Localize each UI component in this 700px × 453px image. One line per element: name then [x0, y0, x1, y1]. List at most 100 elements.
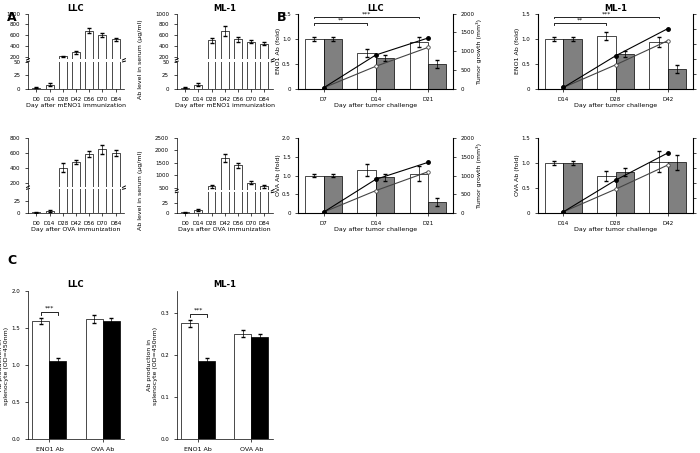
Bar — [545, 163, 564, 213]
Bar — [247, 0, 255, 213]
Bar — [207, 40, 216, 67]
Bar — [597, 36, 615, 89]
Bar — [323, 39, 342, 89]
Bar — [99, 0, 106, 89]
Bar — [428, 64, 446, 89]
Bar — [597, 176, 615, 213]
Bar — [410, 42, 428, 89]
Bar — [545, 39, 564, 89]
Text: C: C — [7, 254, 16, 267]
Bar — [668, 69, 686, 89]
Bar — [234, 39, 242, 67]
Text: A: A — [7, 11, 17, 24]
Bar — [234, 0, 242, 213]
Bar — [668, 162, 686, 213]
Bar — [59, 168, 66, 198]
Y-axis label: Ab production in
splenocyte (OD=450nm): Ab production in splenocyte (OD=450nm) — [0, 327, 9, 405]
Bar — [99, 0, 106, 213]
Text: ***: *** — [193, 308, 203, 313]
Bar — [59, 0, 66, 89]
Bar — [207, 187, 216, 200]
Bar — [615, 172, 634, 213]
Bar — [564, 163, 582, 213]
X-axis label: Day after tumor challenge: Day after tumor challenge — [334, 227, 417, 232]
Y-axis label: ENO1 Ab (fold): ENO1 Ab (fold) — [276, 28, 281, 74]
Bar — [260, 44, 268, 67]
Bar — [195, 85, 202, 89]
X-axis label: Day after OVA immunization: Day after OVA immunization — [32, 227, 120, 232]
Bar — [198, 361, 215, 439]
Y-axis label: Tumor growth (mm³): Tumor growth (mm³) — [476, 19, 482, 84]
Bar — [251, 337, 268, 439]
Text: ***: *** — [362, 11, 371, 16]
Bar — [85, 31, 93, 67]
Bar — [72, 53, 80, 67]
Bar — [376, 178, 394, 213]
Title: ML-1: ML-1 — [214, 280, 236, 289]
Bar — [59, 56, 66, 67]
Y-axis label: Ab production in
splenocyte (OD=450nm): Ab production in splenocyte (OD=450nm) — [147, 327, 158, 405]
Bar — [305, 176, 323, 213]
Bar — [72, 0, 80, 213]
Y-axis label: Ab level in serum (μg/ml): Ab level in serum (μg/ml) — [138, 19, 144, 99]
X-axis label: Day after mENO1 immunization: Day after mENO1 immunization — [175, 103, 274, 108]
Bar — [112, 0, 120, 89]
Bar — [46, 85, 53, 89]
Bar — [247, 183, 255, 200]
Text: **: ** — [337, 18, 344, 23]
Bar — [323, 176, 342, 213]
Text: B: B — [276, 11, 286, 24]
Bar — [428, 202, 446, 213]
Title: LLC: LLC — [368, 4, 384, 13]
Bar — [207, 0, 216, 89]
X-axis label: Days after OVA immunization: Days after OVA immunization — [178, 227, 271, 232]
Bar — [50, 361, 66, 439]
Bar — [85, 154, 93, 198]
Bar — [85, 0, 93, 213]
X-axis label: Day after tumor challenge: Day after tumor challenge — [334, 103, 417, 108]
Bar — [99, 35, 106, 67]
Bar — [260, 0, 268, 213]
Bar — [99, 149, 106, 198]
Title: LLC: LLC — [68, 4, 84, 13]
Bar — [220, 158, 229, 200]
Bar — [564, 39, 582, 89]
Bar — [112, 0, 120, 213]
Bar — [410, 173, 428, 213]
Bar — [650, 162, 668, 213]
Text: ***: *** — [45, 306, 54, 311]
Bar — [72, 162, 80, 198]
Bar — [247, 42, 255, 67]
Title: ML-1: ML-1 — [214, 4, 236, 13]
Bar — [234, 165, 242, 200]
Y-axis label: Tumor growth (mm³): Tumor growth (mm³) — [476, 143, 482, 208]
Bar — [220, 0, 229, 89]
Bar — [112, 153, 120, 198]
Bar — [247, 0, 255, 89]
Title: LLC: LLC — [68, 280, 84, 289]
Bar — [358, 170, 376, 213]
Bar — [181, 323, 198, 439]
X-axis label: Day after tumor challenge: Day after tumor challenge — [574, 227, 657, 232]
X-axis label: Day after tumor challenge: Day after tumor challenge — [574, 103, 657, 108]
Bar — [220, 0, 229, 213]
Bar — [46, 211, 53, 213]
Bar — [181, 212, 189, 213]
Bar — [59, 18, 66, 213]
Bar — [72, 0, 80, 89]
Y-axis label: OVA Ab (fold): OVA Ab (fold) — [276, 155, 281, 197]
Title: ML-1: ML-1 — [604, 4, 627, 13]
Bar — [181, 88, 189, 89]
Bar — [220, 31, 229, 67]
Bar — [112, 39, 120, 67]
Y-axis label: Ab level in serum (μg/ml): Ab level in serum (μg/ml) — [138, 150, 144, 230]
X-axis label: Day after mENO1 immunization: Day after mENO1 immunization — [26, 103, 126, 108]
Bar — [260, 0, 268, 89]
Bar — [358, 53, 376, 89]
Bar — [650, 42, 668, 89]
Text: **: ** — [578, 18, 584, 23]
Bar — [260, 187, 268, 200]
Bar — [376, 58, 394, 89]
Bar — [615, 54, 634, 89]
Bar — [32, 212, 41, 213]
